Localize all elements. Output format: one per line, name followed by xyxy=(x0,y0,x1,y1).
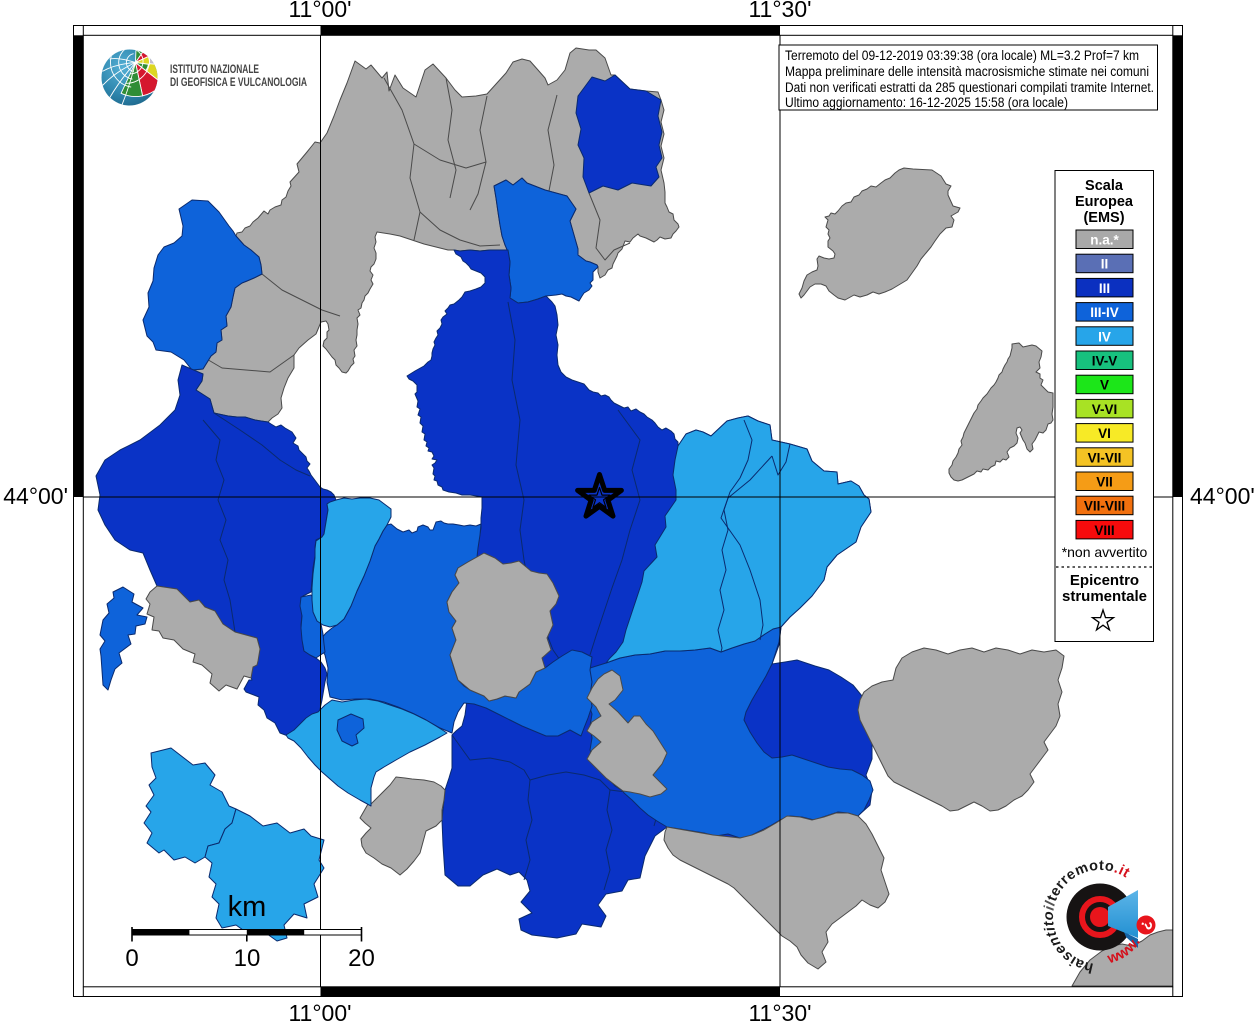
svg-text:ISTITUTO NAZIONALE: ISTITUTO NAZIONALE xyxy=(170,62,259,76)
svg-text:Terremoto del 09-12-2019 03:39: Terremoto del 09-12-2019 03:39:38 (ora l… xyxy=(785,48,1139,63)
svg-text:VII-VIII: VII-VIII xyxy=(1084,499,1125,514)
svg-text:V-VI: V-VI xyxy=(1092,402,1118,417)
svg-text:VIII: VIII xyxy=(1094,523,1114,538)
svg-text:km: km xyxy=(228,891,267,923)
svg-text:11°00': 11°00' xyxy=(288,1000,351,1024)
svg-text:IV: IV xyxy=(1098,329,1111,344)
svg-text:44°00': 44°00' xyxy=(3,483,68,509)
svg-text:0: 0 xyxy=(125,945,138,972)
svg-text:III: III xyxy=(1099,281,1110,296)
svg-text:II: II xyxy=(1101,257,1109,272)
svg-text:Dati non verificati estratti d: Dati non verificati estratti da 285 ques… xyxy=(785,80,1154,95)
svg-text:strumentale: strumentale xyxy=(1062,588,1147,605)
svg-text:VI-VII: VI-VII xyxy=(1088,450,1122,465)
svg-text:10: 10 xyxy=(234,945,261,972)
svg-text:11°00': 11°00' xyxy=(288,0,351,22)
svg-text:DI GEOFISICA E VULCANOLOGIA: DI GEOFISICA E VULCANOLOGIA xyxy=(170,75,307,89)
svg-text:Mappa preliminare delle intens: Mappa preliminare delle intensità macros… xyxy=(785,64,1149,79)
svg-text:11°30': 11°30' xyxy=(748,0,811,22)
svg-text:Scala: Scala xyxy=(1085,178,1124,194)
svg-text:III-IV: III-IV xyxy=(1090,305,1119,320)
svg-text:V: V xyxy=(1100,378,1109,393)
svg-text:Ultimo aggiornamento: 16-12-20: Ultimo aggiornamento: 16-12-2025 15:58 (… xyxy=(785,95,1068,110)
svg-text:IV-V: IV-V xyxy=(1092,354,1118,369)
svg-text:Epicentro: Epicentro xyxy=(1070,572,1139,589)
svg-text:44°00': 44°00' xyxy=(1190,483,1255,509)
svg-text:(EMS): (EMS) xyxy=(1083,210,1124,226)
svg-text:*non avvertito: *non avvertito xyxy=(1062,544,1148,560)
svg-text:11°30': 11°30' xyxy=(748,1000,811,1024)
svg-text:VII: VII xyxy=(1096,475,1113,490)
svg-text:20: 20 xyxy=(348,945,375,972)
svg-text:n.a.*: n.a.* xyxy=(1090,233,1119,248)
svg-text:Europea: Europea xyxy=(1075,194,1134,210)
svg-text:VI: VI xyxy=(1098,426,1111,441)
svg-text:?: ? xyxy=(1137,918,1156,931)
